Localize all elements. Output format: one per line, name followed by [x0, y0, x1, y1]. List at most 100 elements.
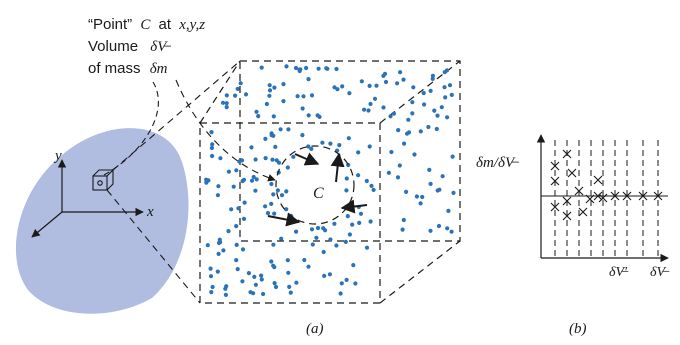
molecule-dot	[338, 291, 343, 296]
molecule-dot	[398, 70, 403, 75]
molecule-dot	[267, 88, 273, 93]
molecule-dot	[273, 144, 278, 149]
molecule-dot	[224, 105, 229, 110]
molecule-dot	[396, 128, 401, 133]
molecule-dot	[324, 66, 329, 71]
molecule-dot	[372, 96, 378, 101]
molecule-dot	[293, 65, 299, 71]
measurement-cross	[653, 191, 663, 201]
molecule-dot	[272, 281, 277, 286]
molecule-dot	[284, 189, 289, 194]
molecule-dot	[389, 149, 394, 155]
molecule-dot	[322, 273, 327, 278]
molecule-dot	[231, 184, 236, 189]
molecule-dot	[432, 108, 437, 113]
molecule-dot	[364, 245, 370, 250]
small-cube	[92, 169, 115, 191]
molecule-dot	[428, 181, 433, 186]
velocity-arrows	[267, 152, 368, 227]
measurement-cross	[610, 191, 620, 201]
molecule-dot	[269, 133, 274, 138]
molecule-dot	[334, 66, 339, 72]
molecule-dot	[418, 201, 423, 206]
molecule-dot	[344, 176, 349, 181]
molecule-dot	[364, 178, 369, 184]
measurement-cross	[593, 175, 603, 185]
molecule-dot	[234, 168, 239, 173]
molecule-dot	[327, 272, 332, 277]
molecule-dot	[436, 223, 442, 229]
molecule-dot	[291, 154, 296, 159]
molecule-dot	[240, 279, 245, 284]
molecule-dot	[345, 214, 350, 219]
molecule-dot	[310, 242, 315, 247]
measurement-cross	[550, 161, 560, 171]
molecule-dot	[210, 142, 215, 147]
molecule-dot	[249, 145, 254, 150]
molecule-dot	[332, 85, 337, 90]
large-cube	[199, 60, 461, 304]
point-c-marker	[97, 180, 103, 186]
projection-lines	[106, 60, 276, 304]
molecule-dot	[439, 105, 444, 110]
molecule-dot	[306, 144, 311, 149]
molecule-dot	[256, 114, 261, 119]
molecule-dot	[420, 194, 425, 200]
molecule-dot	[449, 92, 454, 97]
molecule-dot	[221, 248, 226, 253]
molecule-dot	[386, 170, 391, 175]
molecule-dot	[234, 258, 239, 263]
molecule-dot	[279, 193, 285, 198]
molecule-dot	[235, 86, 240, 91]
molecule-dot	[411, 85, 416, 90]
molecule-dot	[320, 140, 325, 145]
molecule-dot	[434, 126, 439, 132]
molecule-dot	[309, 93, 315, 98]
molecule-dot	[240, 247, 246, 252]
molecule-dot	[210, 284, 215, 290]
molecule-dot	[366, 108, 371, 113]
molecule-dot	[259, 277, 264, 282]
measurement-cross	[574, 186, 584, 196]
molecule-dot	[209, 130, 214, 135]
molecule-dot	[237, 159, 242, 164]
cube-front-face	[199, 122, 381, 304]
molecule-dot	[236, 206, 241, 211]
velocity-arrow	[294, 152, 320, 166]
molecule-dot	[374, 83, 379, 88]
molecule-dot	[437, 187, 442, 192]
measurement-cross	[638, 191, 648, 201]
molecule-dot	[356, 150, 361, 155]
molecule-dot	[367, 83, 372, 88]
molecule-dot	[234, 242, 239, 247]
molecule-dot	[397, 163, 402, 168]
molecule-dot	[269, 181, 274, 187]
molecule-dot	[243, 92, 249, 97]
molecule-dot	[279, 236, 284, 241]
molecule-dot	[259, 65, 264, 70]
molecule-dot	[402, 141, 407, 146]
molecule-dot	[369, 183, 374, 188]
molecule-dot	[209, 145, 214, 151]
molecule-dot	[426, 124, 431, 130]
molecule-dot	[263, 204, 268, 209]
measurement-cross	[550, 202, 560, 212]
molecule-dot	[272, 211, 277, 216]
molecule-dot	[328, 141, 333, 146]
molecule-dot	[317, 114, 322, 119]
molecule-dot	[440, 174, 445, 179]
measurement-cross	[585, 194, 595, 204]
molecule-dot	[306, 113, 311, 118]
molecule-dot	[286, 127, 291, 132]
molecule-dot	[204, 177, 209, 182]
molecule-dot	[249, 178, 255, 183]
molecule-dot	[251, 291, 256, 296]
molecule-dot	[400, 227, 405, 232]
molecule-dot	[285, 165, 290, 170]
molecule-dot	[367, 144, 372, 149]
molecule-dot	[427, 167, 432, 172]
molecule-dot	[430, 76, 435, 81]
molecule-dot	[294, 280, 299, 285]
molecule-dot	[401, 77, 406, 82]
